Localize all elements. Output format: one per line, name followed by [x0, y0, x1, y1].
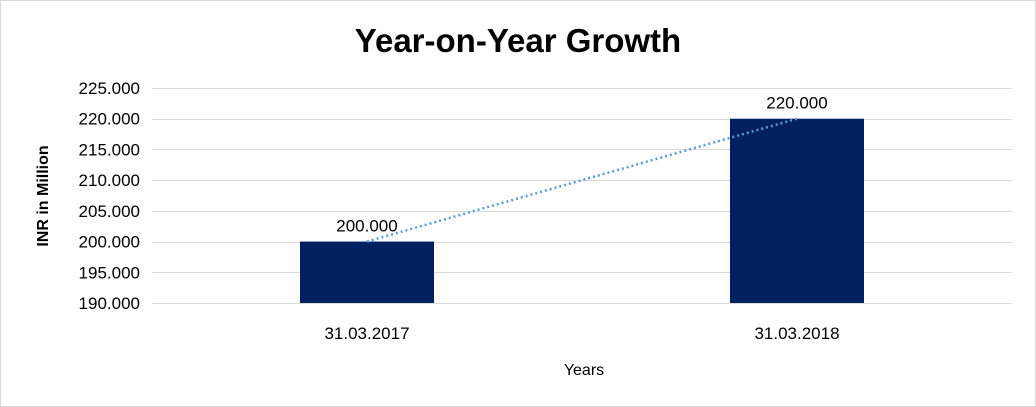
x-tick-label: 31.03.2017 — [324, 324, 409, 343]
data-label: 200.000 — [336, 217, 397, 236]
y-tick-label: 195.000 — [79, 263, 140, 282]
x-axis-title: Years — [564, 362, 604, 379]
gridlines — [152, 88, 1012, 304]
y-tick-label: 210.000 — [79, 171, 140, 190]
data-label: 220.000 — [766, 94, 827, 113]
data-labels: 200.000 220.000 — [336, 94, 827, 236]
bar — [300, 241, 434, 303]
chart-title: Year-on-Year Growth — [355, 22, 681, 59]
x-tick-label: 31.03.2018 — [754, 324, 839, 343]
y-tick-label: 215.000 — [79, 140, 140, 159]
x-axis-ticks: 31.03.2017 31.03.2018 — [324, 324, 839, 343]
y-axis-title: INR in Million — [35, 145, 52, 246]
y-tick-label: 190.000 — [79, 294, 140, 313]
y-tick-label: 205.000 — [79, 202, 140, 221]
y-tick-label: 225.000 — [79, 79, 140, 98]
y-tick-label: 220.000 — [79, 110, 140, 129]
bar — [730, 118, 864, 303]
y-tick-label: 200.000 — [79, 233, 140, 252]
bars — [300, 118, 864, 303]
y-axis-ticks: 190.000 195.000 200.000 205.000 210.000 215.0… — [79, 79, 140, 313]
